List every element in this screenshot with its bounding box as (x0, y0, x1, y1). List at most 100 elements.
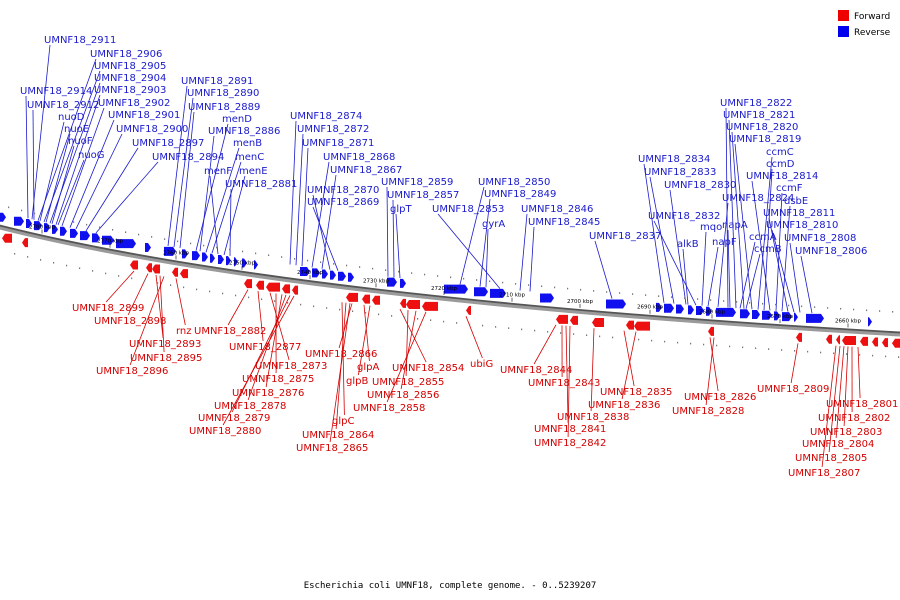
reverse-label-leader (643, 163, 665, 303)
reverse-feature-label: UMNF18_2810 (766, 220, 838, 231)
forward-label-leader (828, 345, 841, 453)
track-dot (599, 335, 601, 338)
reverse-label-leader (459, 186, 485, 285)
track-dot (807, 350, 809, 353)
genome-backbone (0, 224, 900, 334)
reverse-gene-arrow (606, 299, 626, 309)
track-dot (495, 326, 497, 328)
reverse-gene-arrow (242, 258, 247, 268)
forward-label-leader (231, 295, 291, 413)
reverse-gene-arrow (322, 269, 328, 279)
legend-forward-swatch (838, 10, 849, 21)
forward-label-leader (329, 303, 351, 443)
track-dot (66, 264, 68, 267)
forward-gene-arrow (372, 295, 380, 305)
reverse-label-leader (167, 85, 188, 247)
forward-label-leader (821, 345, 837, 468)
forward-gene-arrow (152, 264, 160, 274)
track-dot (27, 256, 29, 258)
forward-label-leader (705, 337, 715, 406)
reverse-gene-arrow (400, 278, 406, 288)
feature-track (0, 206, 900, 358)
legend: Forward Reverse (838, 10, 891, 38)
forward-label-leader (105, 270, 135, 303)
track-dot (170, 284, 172, 286)
reverse-label-leader (728, 119, 737, 309)
track-dot (664, 340, 666, 343)
forward-gene-arrow (282, 284, 290, 294)
track-dot (86, 223, 88, 226)
track-dot (339, 308, 341, 311)
reverse-feature-label: UMNF18_2870 (307, 185, 379, 196)
reverse-feature-label: UMNF18_2853 (432, 204, 504, 215)
reverse-label-leader (745, 253, 761, 309)
track-dot (131, 277, 133, 280)
scale-tick-label: 2680 kbp (699, 309, 725, 315)
reverse-gene-arrow (444, 284, 468, 294)
forward-gene-arrow (362, 294, 370, 304)
forward-gene-arrow (592, 317, 604, 327)
reverse-label-leader (211, 161, 242, 254)
reverse-label-leader (312, 206, 339, 271)
forward-feature-label: UMNF18_2838 (557, 412, 629, 423)
reverse-label-leader (95, 161, 159, 234)
reverse-feature-label: UMNF18_2872 (297, 124, 369, 135)
reverse-gene-arrow (164, 246, 176, 256)
reverse-feature-label: UMNF18_2822 (720, 98, 792, 109)
forward-label-leader (565, 325, 569, 424)
reverse-label-leader (731, 131, 745, 309)
reverse-feature-label: glpT (390, 204, 412, 215)
reverse-feature-label: ccmB (754, 244, 782, 255)
reverse-label-leader (707, 246, 719, 307)
reverse-gene-arrow (44, 223, 50, 233)
reverse-label-leader (69, 119, 115, 228)
reverse-gene-arrow (116, 239, 136, 249)
forward-label-leader (533, 324, 557, 365)
forward-label-leader (405, 309, 409, 377)
forward-label-leader (709, 337, 719, 392)
track-dot (573, 333, 575, 335)
reverse-gene-arrow (192, 251, 200, 261)
track-dot (118, 275, 120, 277)
track-dot (443, 320, 445, 323)
reverse-feature-label: UMNF18_2850 (478, 177, 550, 188)
reverse-gene-arrow (490, 288, 506, 298)
forward-gene-arrow (882, 338, 888, 348)
reverse-gene-arrow (656, 302, 662, 312)
track-dot (125, 231, 127, 234)
track-dot (300, 303, 302, 306)
reverse-gene-arrow (696, 306, 704, 316)
reverse-feature-label: UMNF18_2806 (795, 246, 867, 257)
track-dot (287, 302, 289, 304)
track-dot (456, 322, 458, 324)
track-dot (768, 348, 770, 350)
reverse-label-leader (395, 213, 401, 279)
track-dot (417, 317, 419, 320)
reverse-feature-label: UMNF18_2904 (94, 73, 166, 84)
forward-gene-arrow (860, 336, 868, 346)
reverse-feature-label: UMNF18_2867 (330, 165, 402, 176)
track-dot (261, 298, 263, 301)
reverse-label-leader (653, 220, 697, 306)
forward-label-leader (790, 343, 799, 384)
reverse-label-leader (775, 192, 783, 311)
track-dot (242, 250, 244, 253)
track-dot (508, 327, 510, 329)
track-dot (814, 306, 816, 308)
reverse-feature-label: UMNF18_2911 (44, 35, 116, 46)
track-dot (99, 226, 101, 229)
reverse-feature-label: gyrA (482, 219, 505, 230)
reverse-gene-arrow (26, 219, 32, 229)
reverse-feature-label: ccmD (766, 159, 795, 170)
reverse-label-leader (519, 213, 528, 291)
reverse-gene-arrow (92, 233, 100, 243)
forward-label-leader (623, 330, 635, 387)
track-dot (755, 347, 757, 350)
reverse-label-leader (173, 97, 194, 248)
reverse-feature-label: UMNF18_2905 (94, 61, 166, 72)
track-dot (554, 286, 556, 289)
reverse-label-leader (725, 107, 729, 308)
reverse-label-leader (717, 202, 729, 307)
forward-label-leader (341, 302, 345, 416)
scale-tick-label: 2700 kbp (567, 299, 593, 305)
